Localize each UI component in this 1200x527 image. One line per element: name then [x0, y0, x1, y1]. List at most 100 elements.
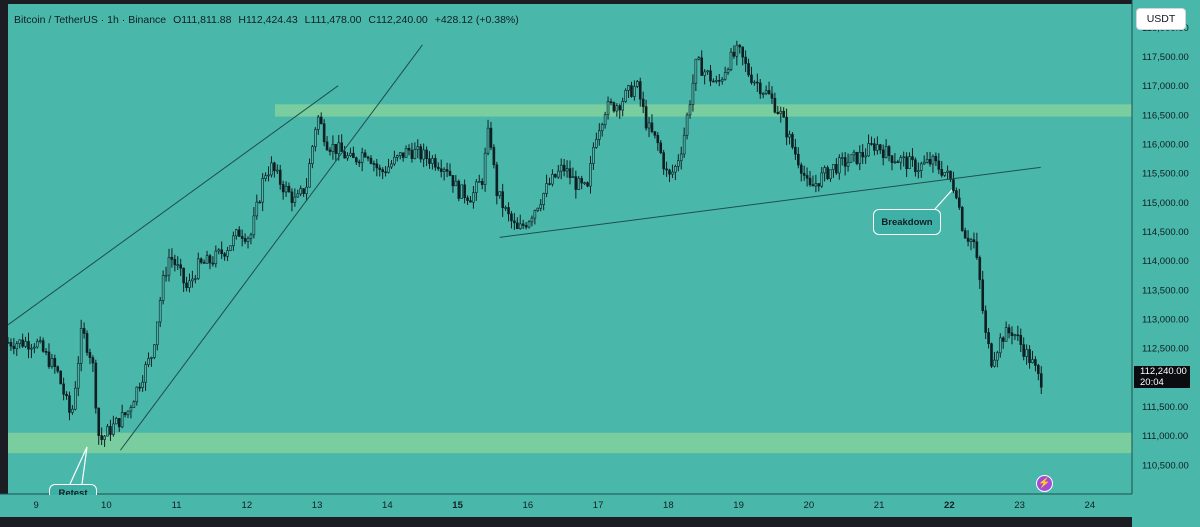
- candle-body: [668, 169, 671, 175]
- candle-body: [153, 344, 156, 358]
- candle-body: [791, 133, 794, 148]
- candle-body: [38, 340, 42, 342]
- candle-body: [504, 207, 507, 209]
- candle-body: [495, 164, 499, 197]
- candle-body: [709, 70, 712, 82]
- candle-body: [1037, 365, 1040, 374]
- candle-body: [475, 181, 478, 193]
- candle-body: [486, 127, 490, 154]
- price-tick-label: 116,000.00: [1142, 140, 1189, 151]
- candle-body: [501, 191, 504, 209]
- symbol-legend: Bitcoin / TetherUS · 1h · Binance O111,8…: [14, 14, 523, 26]
- candle-body: [68, 395, 71, 413]
- candle-body: [633, 86, 636, 97]
- candle-body: [682, 134, 686, 155]
- candle-body: [398, 152, 402, 156]
- candle-body: [343, 151, 346, 159]
- currency-button[interactable]: USDT: [1136, 8, 1186, 30]
- candle-body: [878, 144, 882, 151]
- candle-body: [873, 143, 876, 151]
- candle-body: [6, 342, 10, 344]
- candle-body: [802, 173, 806, 176]
- candle-body: [741, 46, 744, 58]
- candle-body: [996, 352, 999, 361]
- candle-body: [158, 300, 162, 323]
- candle-body: [513, 220, 516, 224]
- candle-body: [761, 93, 765, 95]
- candle-body: [993, 359, 996, 367]
- candle-body: [571, 176, 575, 178]
- candle-body: [112, 423, 115, 435]
- candle-body: [126, 410, 130, 416]
- candle-body: [1010, 332, 1014, 336]
- candle-body: [237, 229, 241, 237]
- candle-body: [235, 229, 238, 237]
- candle-body: [199, 258, 203, 263]
- candle-body: [606, 101, 610, 116]
- candle-body: [600, 124, 604, 132]
- time-tick-label: 18: [663, 500, 674, 511]
- candle-body: [378, 167, 382, 170]
- candle-body: [805, 175, 809, 179]
- candle-body: [27, 341, 30, 350]
- candle-body: [864, 155, 867, 158]
- candle-body: [173, 259, 177, 266]
- candle-body: [966, 237, 970, 242]
- candle-body: [931, 155, 935, 165]
- candle-body: [548, 183, 551, 185]
- candle-body: [401, 152, 405, 158]
- time-tick-label: 19: [733, 500, 744, 511]
- candle-body: [554, 173, 557, 178]
- candle-body: [463, 184, 466, 199]
- candle-body: [155, 321, 159, 346]
- time-tick-label: 15: [452, 500, 463, 511]
- candle-body: [59, 370, 62, 385]
- candle-body: [556, 170, 560, 178]
- candle-body: [319, 116, 323, 125]
- candle-body: [817, 183, 821, 187]
- bar-countdown: 20:04: [1140, 377, 1164, 388]
- candle-body: [542, 193, 545, 205]
- candle-body: [843, 157, 847, 167]
- retest-callout[interactable]: Retest: [49, 484, 97, 495]
- candle-body: [559, 164, 563, 172]
- candle-body: [735, 44, 739, 57]
- candle-body: [919, 163, 923, 171]
- candle-body: [922, 161, 926, 165]
- plot-area: [8, 4, 1132, 494]
- candle-body: [621, 101, 624, 111]
- candle-body: [799, 164, 803, 174]
- time-tick-label: 23: [1014, 500, 1025, 511]
- symbol-name[interactable]: Bitcoin / TetherUS · 1h · Binance: [14, 14, 167, 26]
- candle-body: [902, 156, 905, 159]
- candle-body: [527, 221, 531, 228]
- candle-body: [35, 341, 39, 348]
- candle-body: [91, 357, 95, 364]
- candle-body: [170, 256, 174, 260]
- candle-body: [141, 381, 144, 388]
- time-tick-label: 24: [1085, 500, 1096, 511]
- breakdown-callout[interactable]: Breakdown: [873, 209, 941, 235]
- candle-body: [1019, 334, 1023, 345]
- candle-body: [943, 172, 946, 176]
- candle-body: [969, 239, 973, 242]
- time-tick-label: 11: [172, 500, 182, 511]
- candle-body: [322, 123, 326, 143]
- candle-body: [439, 168, 443, 172]
- candle-body: [756, 81, 759, 84]
- candle-body: [717, 80, 721, 82]
- candle-body: [808, 177, 812, 186]
- candle-body: [97, 407, 101, 436]
- candle-body: [691, 82, 695, 106]
- candle-body: [937, 160, 941, 170]
- last-price-tag: 112,240.00 20:04: [1134, 366, 1190, 388]
- candle-body: [71, 408, 74, 413]
- candle-body: [630, 85, 633, 97]
- candle-body: [577, 178, 581, 190]
- lightning-icon[interactable]: ⚡: [1036, 475, 1053, 492]
- candle-body: [477, 181, 481, 183]
- candle-body: [1007, 327, 1011, 334]
- candle-body: [217, 249, 221, 252]
- price-tick-label: 114,500.00: [1142, 227, 1189, 238]
